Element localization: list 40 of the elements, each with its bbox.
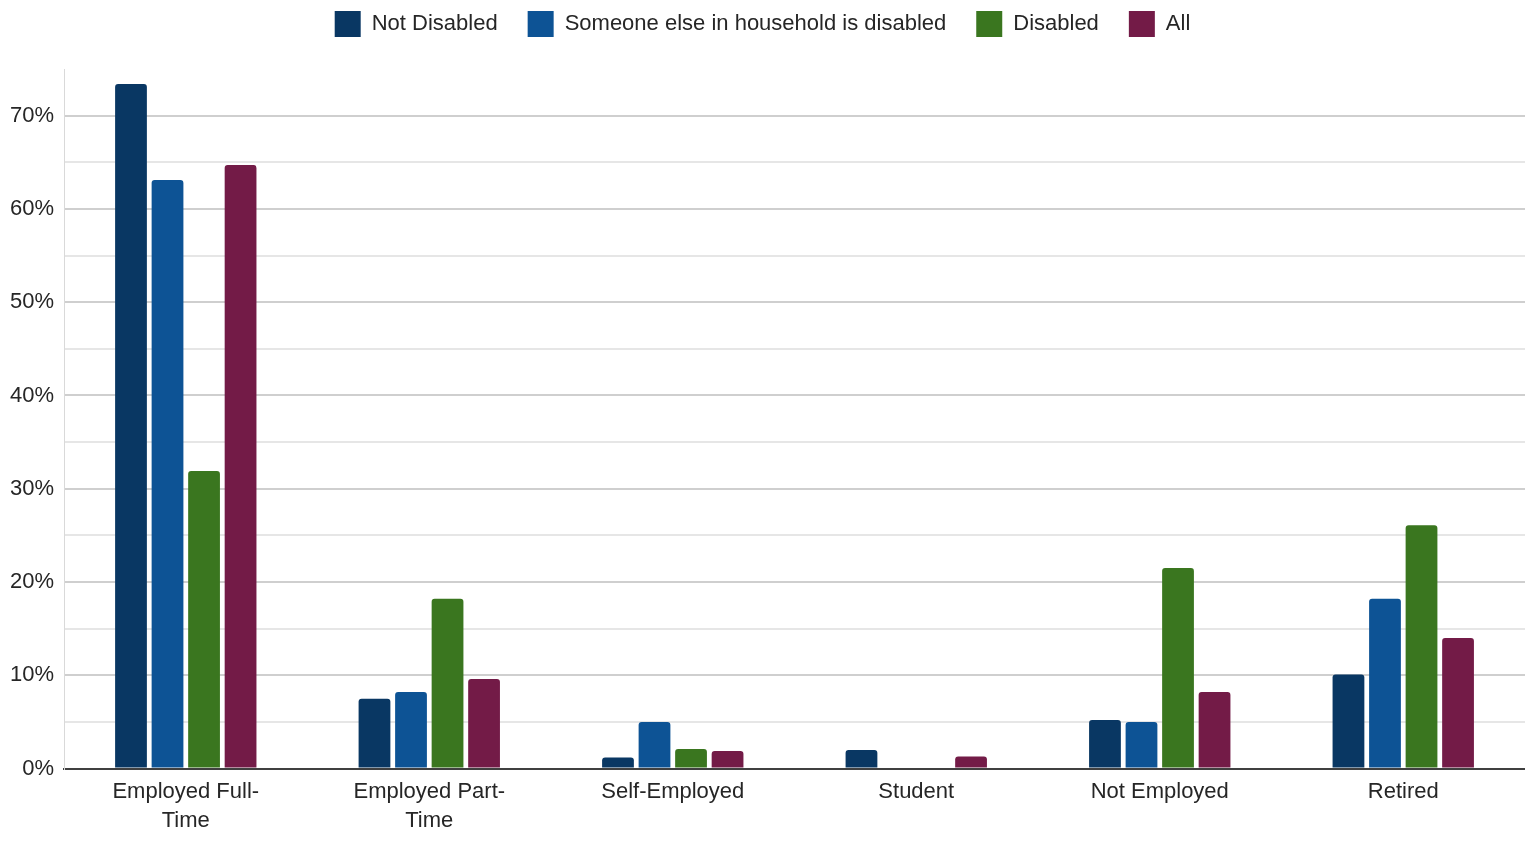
bar: [1089, 720, 1121, 768]
bar: [845, 749, 878, 768]
legend-label: Not Disabled: [371, 10, 498, 36]
y-tick-label: 60%: [9, 194, 55, 220]
bar: [395, 692, 427, 768]
bar: [1162, 568, 1194, 768]
y-tick-label: 20%: [9, 568, 55, 594]
bar: [1442, 638, 1474, 768]
y-tick-label: 30%: [9, 474, 55, 500]
legend-label: Disabled: [1013, 10, 1099, 36]
x-tick-label: Student: [878, 777, 955, 803]
legend-label: Someone else in household is disabled: [564, 10, 947, 36]
bar: [115, 83, 147, 768]
bar: [675, 749, 707, 768]
x-tick-label: Not Employed: [1090, 777, 1229, 803]
bar: [468, 679, 500, 768]
bar: [1198, 692, 1231, 768]
x-tick-label: Retired: [1367, 777, 1439, 803]
x-tick-label: Self-Employed: [601, 777, 745, 803]
bar: [1125, 721, 1158, 768]
y-tick-label: 0%: [22, 754, 55, 780]
x-tick-label: Employed Part-Time: [353, 777, 506, 833]
bar: [224, 165, 257, 768]
y-tick-label: 50%: [9, 288, 55, 314]
bar: [638, 721, 671, 768]
bar: [711, 750, 744, 768]
y-tick-label: 10%: [9, 661, 55, 687]
bar: [151, 180, 184, 768]
legend-label: All: [1165, 10, 1191, 36]
bar: [358, 698, 391, 768]
bar: [955, 756, 987, 768]
y-tick-label: 70%: [9, 101, 55, 127]
y-tick-label: 40%: [9, 381, 55, 407]
bar: [1369, 598, 1401, 768]
bar: [188, 471, 220, 768]
bar: [431, 598, 464, 768]
bar: [602, 757, 634, 768]
bar: [1332, 674, 1365, 768]
x-tick-label: Employed Full-Time: [112, 777, 260, 833]
bar: [1405, 525, 1438, 768]
